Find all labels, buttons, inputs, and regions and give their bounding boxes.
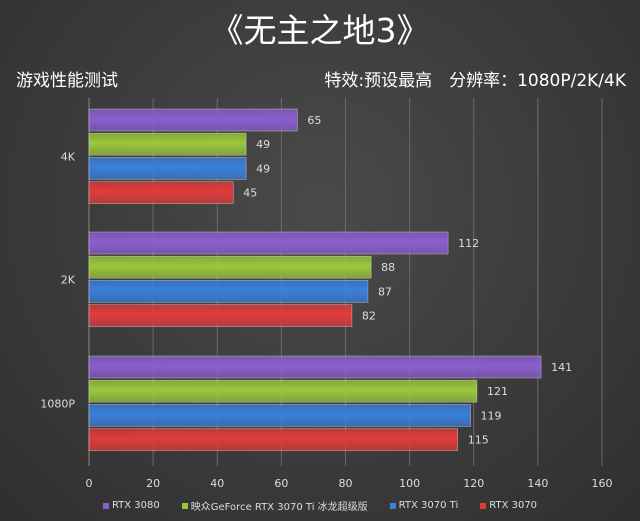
data-label: 65 [307,114,321,127]
bar [88,355,542,379]
bar [88,404,471,427]
legend-label: RTX 3070 Ti [398,500,459,511]
bar [88,280,369,303]
data-label: 112 [458,237,479,250]
x-tick-label: 40 [210,477,224,490]
legend-swatch [102,502,109,509]
bar [88,231,449,255]
bar [88,255,372,279]
data-label: 87 [378,285,392,298]
data-label: 49 [256,138,270,151]
category-label: 4K [61,150,76,163]
x-tick-label: 20 [146,477,160,490]
bar [88,379,478,403]
legend-item: 映众GeForce RTX 3070 Ti 冰龙超级版 [181,498,368,513]
chart-subtitle-right: 特效:预设最高 分辨率：1080P/2K/4K [324,71,626,91]
legend-item: RTX 3080 [102,498,160,513]
chart-title: 《无主之地3》 [210,11,430,50]
bar [88,157,247,180]
data-label: 82 [362,310,376,323]
category-label: 1080P [40,397,75,410]
bar [88,108,298,132]
legend-item: RTX 3070 [480,498,537,513]
data-label: 121 [487,385,508,398]
bar [88,304,353,327]
bar [88,428,459,451]
data-label: 45 [243,187,257,200]
legend-item: RTX 3070 Ti [389,498,459,513]
bar [88,132,247,156]
x-tick-label: 80 [339,477,353,490]
bar [88,181,234,204]
legend-label: 映众GeForce RTX 3070 Ti 冰龙超级版 [190,502,368,513]
data-label: 141 [551,361,572,374]
legend-swatch [480,502,487,509]
x-tick-label: 60 [274,477,288,490]
x-tick-label: 120 [463,477,484,490]
data-label: 49 [256,162,270,175]
legend: RTX 3080 映众GeForce RTX 3070 Ti 冰龙超级版 RTX… [0,498,640,513]
data-label: 119 [481,409,502,422]
legend-swatch [181,502,188,509]
x-tick-label: 0 [86,477,93,490]
x-tick-label: 100 [399,477,420,490]
data-label: 115 [468,434,489,447]
data-label: 88 [381,261,395,274]
legend-label: RTX 3070 [489,500,538,511]
legend-label: RTX 3080 [111,500,160,511]
chart-subtitle-left: 游戏性能测试 [16,71,118,91]
legend-swatch [389,502,396,509]
category-label: 2K [61,273,76,286]
x-tick-label: 160 [592,477,613,490]
x-tick-label: 140 [527,477,548,490]
